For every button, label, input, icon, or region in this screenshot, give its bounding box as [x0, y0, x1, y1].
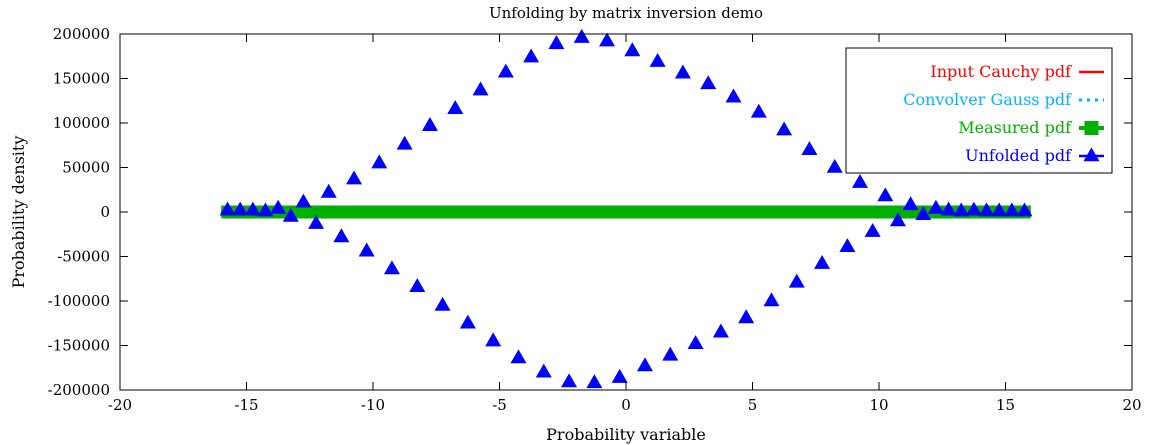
y-tick-label: -150000: [48, 337, 110, 355]
unfolded-point: [472, 81, 489, 96]
unfolded-point: [282, 207, 299, 222]
unfolded-point: [371, 154, 388, 169]
x-tick-label: -5: [492, 396, 507, 414]
unfolded-point: [915, 206, 932, 220]
y-tick-label: 100000: [53, 114, 110, 132]
plot-marks: [219, 28, 1033, 389]
axis-ticks: -20 -15 -10 -5 0 5 10 15 20 -200000 -150000 -100000…: [48, 25, 1142, 414]
unfolded-point: [409, 278, 426, 293]
unfolded-point: [725, 88, 742, 103]
unfolded-point: [320, 183, 337, 198]
unfolded-point: [991, 202, 1008, 217]
unfolded-point: [1003, 202, 1020, 217]
unfolded-point: [611, 368, 628, 383]
unfolded-point: [712, 323, 729, 338]
unfolded-point: [801, 141, 818, 155]
unfolded-point: [561, 373, 578, 388]
unfolded-point: [295, 193, 312, 208]
legend-swatch-square: [1084, 121, 1099, 135]
unfolded-point: [421, 117, 438, 131]
unfolded-point: [523, 48, 540, 63]
unfolded-point: [270, 199, 287, 214]
unfolded-point: [927, 199, 944, 214]
unfolded-point: [788, 273, 805, 288]
unfolded-point: [965, 201, 982, 216]
y-tick-label: -200000: [48, 381, 110, 399]
x-tick-label: 5: [748, 396, 758, 414]
unfolded-point: [776, 121, 793, 136]
unfolded-point: [839, 238, 856, 252]
unfolded-point: [257, 202, 274, 217]
y-axis-label: Probability density: [9, 136, 28, 289]
unfolded-point: [738, 309, 755, 324]
unfolded-point: [624, 42, 641, 57]
unfolded-point: [649, 52, 666, 67]
unfolded-point: [586, 374, 603, 389]
legend: Input Cauchy pdf Convolver Gauss pdf Measu…: [845, 47, 1113, 174]
x-tick-label: 0: [621, 396, 631, 414]
unfolded-point: [358, 242, 375, 257]
y-tick-label: 50000: [62, 159, 110, 177]
unfolded-point: [497, 63, 514, 78]
unfolded-point: [763, 292, 780, 307]
unfolded-point: [244, 201, 261, 216]
y-tick-label: 150000: [53, 70, 110, 88]
unfolded-point: [940, 201, 957, 216]
unfolded-point: [535, 363, 552, 378]
unfolded-point: [383, 260, 400, 275]
x-tick-label: 15: [996, 396, 1015, 414]
unfolded-point: [636, 357, 653, 372]
unfolded-point: [219, 201, 236, 216]
unfolded-point: [308, 214, 325, 229]
unfolded-point: [687, 335, 704, 350]
unfolded-point: [953, 202, 970, 217]
unfolded-point: [548, 35, 565, 50]
unfolded-point: [902, 196, 919, 211]
unfolded-point: [333, 228, 350, 243]
unfolded-point: [978, 202, 995, 217]
unfolded-point: [459, 314, 476, 329]
unfolded-point: [434, 296, 451, 311]
unfolded-point: [447, 100, 464, 115]
unfolded-point: [485, 332, 502, 347]
unfolded-point: [573, 28, 590, 43]
unfolded-point: [814, 254, 831, 269]
y-tick-label: -100000: [48, 292, 110, 310]
legend-label: Input Cauchy pdf: [930, 62, 1072, 81]
unfolded-point: [877, 187, 894, 202]
y-tick-label: 0: [100, 203, 110, 221]
unfolded-point: [700, 75, 717, 90]
y-tick-label: 200000: [53, 25, 110, 43]
unfolded-point: [826, 158, 843, 173]
unfolded-point: [864, 222, 881, 237]
chart-title: Unfolding by matrix inversion demo: [489, 4, 763, 22]
x-tick-label: 20: [1122, 396, 1141, 414]
unfolded-point: [674, 64, 691, 79]
y-tick-label: -50000: [57, 248, 110, 266]
unfolded-point: [889, 212, 906, 227]
legend-label: Measured pdf: [958, 118, 1072, 137]
legend-swatch-triangle: [1083, 147, 1100, 162]
unfolded-point: [662, 346, 679, 361]
unfolded-point: [852, 173, 869, 188]
unfolded-point: [396, 135, 413, 150]
legend-box: [845, 47, 1113, 174]
x-tick-label: -15: [234, 396, 258, 414]
unfolded-point: [346, 170, 363, 185]
unfolded-point: [750, 103, 767, 118]
unfolded-point: [510, 349, 527, 364]
legend-label: Unfolded pdf: [965, 146, 1072, 165]
x-tick-label: -20: [108, 396, 132, 414]
unfolded-point: [232, 201, 249, 216]
x-tick-label: 10: [869, 396, 888, 414]
unfolded-point: [599, 32, 616, 47]
x-axis-label: Probability variable: [546, 425, 706, 444]
x-tick-label: -10: [361, 396, 385, 414]
unfolded-point: [1016, 202, 1033, 217]
legend-label: Convolver Gauss pdf: [903, 90, 1072, 109]
